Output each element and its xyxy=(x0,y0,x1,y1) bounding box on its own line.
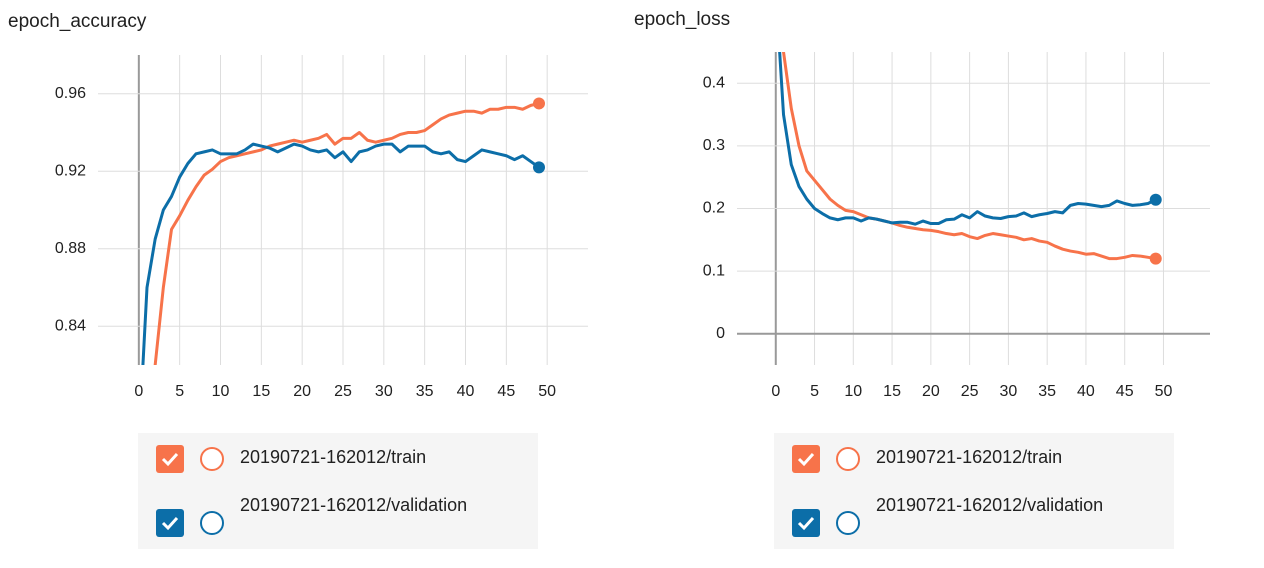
x-tick-label: 45 xyxy=(497,383,515,400)
x-tick-label: 10 xyxy=(212,383,230,400)
end-point xyxy=(1149,252,1162,265)
x-tick-label: 45 xyxy=(1116,383,1134,400)
check-icon xyxy=(797,516,815,531)
chart-title: epoch_accuracy xyxy=(8,11,147,32)
checkbox[interactable] xyxy=(156,445,184,473)
color-swatch[interactable] xyxy=(836,511,860,535)
series-line xyxy=(778,52,1157,226)
x-tick-label: 15 xyxy=(252,383,270,400)
y-tick-label: 0.1 xyxy=(703,262,725,279)
x-tick-label: 35 xyxy=(1038,383,1056,400)
x-tick-label: 50 xyxy=(1155,383,1173,400)
x-tick-label: 25 xyxy=(961,383,979,400)
x-tick-label: 20 xyxy=(922,383,940,400)
checkbox[interactable] xyxy=(792,445,820,473)
y-tick-label: 0 xyxy=(716,325,725,342)
checkbox[interactable] xyxy=(792,509,820,537)
x-tick-label: 20 xyxy=(293,383,311,400)
check-icon xyxy=(161,516,179,531)
y-tick-label: 0.4 xyxy=(703,75,725,92)
legend-entry: 20190721-162012/train xyxy=(792,445,1166,473)
check-icon xyxy=(161,452,179,467)
series-line xyxy=(141,142,540,365)
check-icon xyxy=(797,452,815,467)
x-tick-label: 30 xyxy=(999,383,1017,400)
x-tick-label: 5 xyxy=(175,383,184,400)
legend-label: 20190721-162012/train xyxy=(240,447,427,467)
color-swatch[interactable] xyxy=(836,447,860,471)
x-tick-label: 10 xyxy=(844,383,862,400)
x-tick-label: 50 xyxy=(538,383,556,400)
legend-entry: 20190721-162012/validation xyxy=(156,493,530,537)
x-tick-label: 15 xyxy=(883,383,901,400)
plot-area xyxy=(141,97,545,365)
y-tick-label: 0.96 xyxy=(55,85,86,102)
legend-entry: 20190721-162012/validation xyxy=(792,493,1166,537)
x-tick-label: 30 xyxy=(375,383,393,400)
x-tick-label: 25 xyxy=(334,383,352,400)
plot-area xyxy=(778,52,1162,265)
x-tick-label: 40 xyxy=(1077,383,1095,400)
legend-label: 20190721-162012/train xyxy=(876,447,1063,467)
y-tick-label: 0.88 xyxy=(55,240,86,257)
x-tick-label: 35 xyxy=(416,383,434,400)
x-tick-label: 0 xyxy=(771,383,780,400)
color-swatch[interactable] xyxy=(200,447,224,471)
x-tick-label: 5 xyxy=(810,383,819,400)
x-tick-label: 0 xyxy=(134,383,143,400)
end-point xyxy=(533,97,545,110)
y-tick-label: 0.3 xyxy=(703,137,725,154)
series-line xyxy=(153,101,540,365)
legend: 20190721-162012/train 20190721-162012/val… xyxy=(138,433,538,549)
end-point xyxy=(1149,193,1162,206)
legend: 20190721-162012/train 20190721-162012/val… xyxy=(774,433,1174,549)
legend-entry: 20190721-162012/train xyxy=(156,445,530,473)
legend-label: 20190721-162012/validation xyxy=(876,495,1104,515)
checkbox[interactable] xyxy=(156,509,184,537)
x-tick-label: 40 xyxy=(457,383,475,400)
chart-title: epoch_loss xyxy=(634,9,730,30)
y-tick-label: 0.2 xyxy=(703,200,725,217)
y-tick-label: 0.84 xyxy=(55,317,86,334)
end-point xyxy=(533,161,545,174)
series-line xyxy=(782,52,1156,261)
legend-label: 20190721-162012/validation xyxy=(240,495,468,515)
y-tick-label: 0.92 xyxy=(55,162,86,179)
color-swatch[interactable] xyxy=(200,511,224,535)
